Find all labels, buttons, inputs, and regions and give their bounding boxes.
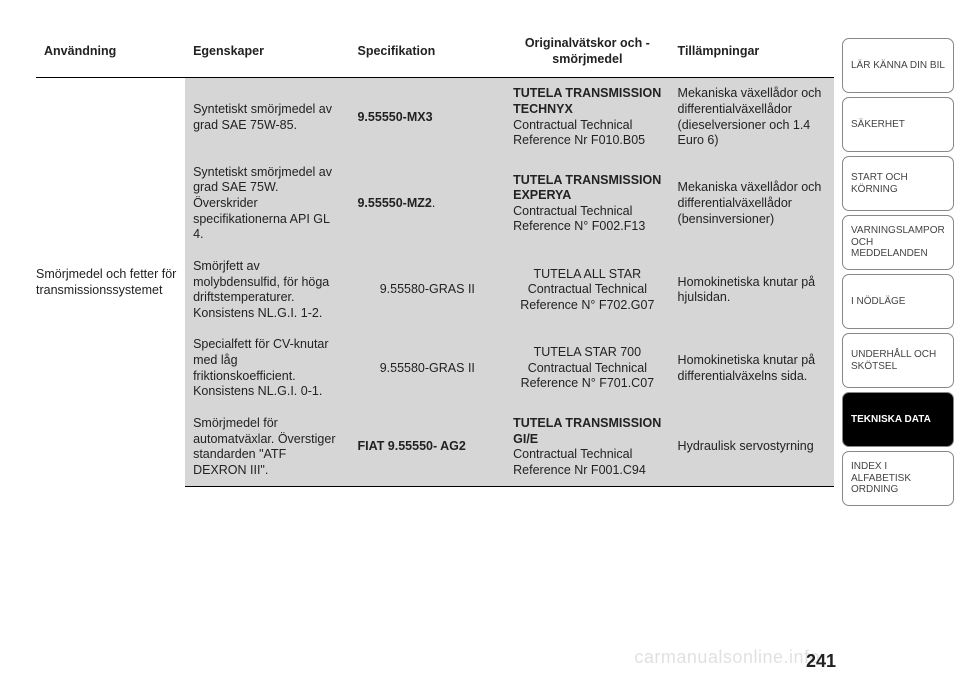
tab-safety[interactable]: SÄKERHET xyxy=(842,97,954,152)
cell-original: TUTELA ALL STAR Contractual Technical Re… xyxy=(505,251,669,330)
tab-start-driving[interactable]: START OCH KÖRNING xyxy=(842,156,954,211)
tab-technical-data[interactable]: TEKNISKA DATA xyxy=(842,392,954,447)
cell-spec: 9.55580-GRAS II xyxy=(349,329,505,408)
header-applications: Tillämpningar xyxy=(670,28,834,78)
header-spec: Specifikation xyxy=(349,28,505,78)
header-usage: Användning xyxy=(36,28,185,78)
tab-label: I NÖDLÄGE xyxy=(851,296,905,308)
cell-original-bold: TUTELA TRANSMISSION GI/E xyxy=(513,416,661,446)
cell-app: Hydraulisk servostyrning xyxy=(670,408,834,487)
tab-warning-lamps[interactable]: VARNINGSLAMPOR OCH MEDDELANDEN xyxy=(842,215,954,270)
cell-properties: Smörjmedel för automatväxlar. Överstiger… xyxy=(185,408,349,487)
cell-properties: Syntetiskt smörjmedel av grad SAE 75W-85… xyxy=(185,78,349,157)
cell-spec: 9.55550-MX3 xyxy=(349,78,505,157)
tab-label: START OCH KÖRNING xyxy=(851,172,945,195)
cell-original-bold: TUTELA TRANSMISSION TECHNYX xyxy=(513,86,661,116)
tab-maintenance[interactable]: UNDERHÅLL OCH SKÖTSEL xyxy=(842,333,954,388)
cell-spec-bold: 9.55550-MZ2 xyxy=(357,196,431,210)
cell-properties: Syntetiskt smörjmedel av grad SAE 75W. Ö… xyxy=(185,157,349,251)
tab-know-your-car[interactable]: LÄR KÄNNA DIN BIL xyxy=(842,38,954,93)
header-properties: Egenskaper xyxy=(185,28,349,78)
section-tabs: LÄR KÄNNA DIN BIL SÄKERHET START OCH KÖR… xyxy=(842,0,960,678)
cell-app: Homokinetiska knutar på hjulsidan. xyxy=(670,251,834,330)
tab-label: INDEX I ALFABETISK ORDNING xyxy=(851,461,945,496)
cell-original-rest: Contractual Technical Reference N° F002.… xyxy=(513,204,645,234)
tab-label: UNDERHÅLL OCH SKÖTSEL xyxy=(851,349,945,372)
cell-original-bold: TUTELA TRANSMISSION EXPERYA xyxy=(513,173,661,203)
tab-label: SÄKERHET xyxy=(851,119,905,131)
cell-spec: 9.55580-GRAS II xyxy=(349,251,505,330)
cell-original: TUTELA TRANSMISSION TECHNYX Contractual … xyxy=(505,78,669,157)
cell-properties: Smörjfett av molybdensulfid, för höga dr… xyxy=(185,251,349,330)
main-content: Användning Egenskaper Specifikation Orig… xyxy=(0,0,842,678)
cell-original-rest: Contractual Technical Reference Nr F001.… xyxy=(513,447,646,477)
header-original: Originalvätskor och -smörjmedel xyxy=(505,28,669,78)
lubricants-table: Användning Egenskaper Specifikation Orig… xyxy=(36,28,834,487)
tab-label: TEKNISKA DATA xyxy=(851,414,931,426)
cell-original: TUTELA TRANSMISSION EXPERYA Contractual … xyxy=(505,157,669,251)
cell-original: TUTELA STAR 700 Contractual Technical Re… xyxy=(505,329,669,408)
tab-emergency[interactable]: I NÖDLÄGE xyxy=(842,274,954,329)
cell-properties: Specialfett för CV-knutar med låg frikti… xyxy=(185,329,349,408)
cell-original: TUTELA TRANSMISSION GI/E Contractual Tec… xyxy=(505,408,669,487)
row-label-cell: Smörjmedel och fetter för transmissionss… xyxy=(36,78,185,487)
tab-label: LÄR KÄNNA DIN BIL xyxy=(851,60,945,72)
tab-index[interactable]: INDEX I ALFABETISK ORDNING xyxy=(842,451,954,506)
cell-spec-rest: . xyxy=(432,196,435,210)
cell-app: Homokinetiska knutar på differentialväxe… xyxy=(670,329,834,408)
cell-original-rest: Contractual Technical Reference Nr F010.… xyxy=(513,118,645,148)
watermark: carmanualsonline.info xyxy=(634,647,820,668)
cell-spec: 9.55550-MZ2. xyxy=(349,157,505,251)
cell-spec: FIAT 9.55550- AG2 xyxy=(349,408,505,487)
cell-app: Mekaniska växellådor och differentialväx… xyxy=(670,157,834,251)
tab-label: VARNINGSLAMPOR OCH MEDDELANDEN xyxy=(851,225,945,260)
table-header-row: Användning Egenskaper Specifikation Orig… xyxy=(36,28,834,78)
table-row: Smörjmedel och fetter för transmissionss… xyxy=(36,78,834,157)
cell-app: Mekaniska växellådor och differentialväx… xyxy=(670,78,834,157)
